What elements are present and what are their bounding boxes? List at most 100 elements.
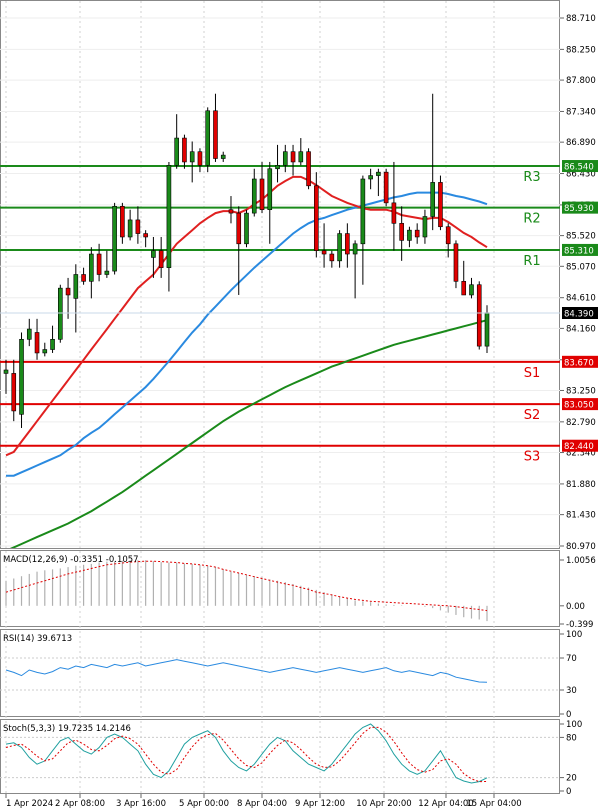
candle — [65, 277, 71, 319]
candle — [275, 144, 280, 183]
candle-body — [399, 223, 404, 241]
rsi-tick-label: 70 — [566, 654, 577, 664]
candle — [314, 172, 319, 258]
candle-body — [314, 185, 319, 251]
price-tick-label: 86.890 — [566, 138, 596, 148]
candle-body — [484, 312, 490, 347]
rsi-tick-label: 100 — [566, 630, 582, 640]
level-name-s3: S3 — [524, 450, 541, 465]
price-tick-label: 81.430 — [566, 511, 596, 521]
candle — [143, 230, 148, 248]
time-axis: 1 Apr 2024 2 Apr 08:00 3 Apr 16:00 5 Apr 00… — [5, 794, 522, 809]
candle — [476, 281, 482, 350]
level-price-label: 83.050 — [564, 401, 594, 411]
candle-body — [104, 270, 110, 275]
rsi-title: RSI(14) 39.6713 — [3, 634, 72, 644]
level-name-s2: S2 — [524, 408, 541, 423]
macd-indicator — [5, 560, 488, 622]
rsi-tick-label: 30 — [566, 686, 577, 696]
level-price-tag — [562, 439, 598, 452]
price-tick-label: 83.250 — [566, 386, 596, 396]
candle-body — [73, 274, 79, 299]
candle-body — [422, 216, 428, 238]
candle — [158, 236, 164, 278]
candle — [329, 250, 335, 268]
candle — [73, 264, 79, 333]
candle-body — [368, 175, 373, 180]
candle — [26, 318, 32, 347]
candle — [205, 107, 211, 173]
candle-body — [65, 287, 71, 296]
candle-body — [143, 233, 148, 238]
candle-body — [376, 171, 381, 176]
candle — [360, 175, 366, 285]
candle — [34, 318, 40, 360]
candle — [352, 240, 358, 299]
candle — [368, 168, 373, 190]
candle-body — [174, 137, 179, 166]
candle — [282, 144, 288, 173]
candle-body — [345, 233, 350, 255]
price-tick-label: 84.160 — [566, 324, 596, 334]
candle-body — [205, 110, 211, 166]
candle — [42, 342, 48, 357]
candle — [422, 209, 428, 244]
candle-body — [259, 178, 265, 210]
candle — [58, 284, 63, 343]
candle-body — [11, 373, 17, 412]
macd-axis: 1.0056 0.00 -0.399 — [560, 556, 596, 630]
stochastic-title: Stoch(5,3,3) 19.7235 14.2146 — [3, 724, 131, 734]
level-price-label: 83.670 — [564, 358, 594, 368]
time-tick-label: 10 Apr 20:00 — [356, 799, 411, 809]
candle — [391, 161, 397, 251]
price-tick-label: 80.970 — [566, 542, 596, 552]
candle-body — [414, 229, 420, 238]
candle-body — [26, 328, 32, 340]
candle-body — [476, 284, 482, 347]
pivot-level-labels: R3 86.540 R2 85.930 R1 85.310 S1 83.670 S2 83.050… — [523, 160, 598, 465]
candle — [345, 223, 350, 268]
candle-body — [251, 178, 257, 214]
current-price-label: 84.390 — [564, 310, 594, 320]
candle — [213, 93, 218, 162]
stochastic-axis: 100 80 20 0 — [560, 720, 582, 797]
candle-body — [290, 151, 296, 163]
candle-body — [282, 151, 288, 166]
price-tick-label: 82.790 — [566, 418, 596, 428]
ma-slow-line — [9, 319, 488, 548]
vertical-grid — [5, 1, 495, 794]
time-tick-label: 12 Apr 04:00 — [418, 799, 473, 809]
macd-tick-label: 1.0056 — [566, 556, 596, 566]
time-tick-label: 15 Apr 04:00 — [466, 799, 521, 809]
candle-body — [96, 253, 102, 275]
candle — [81, 267, 86, 285]
candle — [438, 175, 443, 231]
candle-body — [306, 151, 311, 187]
candle — [399, 206, 404, 261]
candle-body — [329, 253, 335, 262]
candle-body — [461, 281, 467, 296]
candle — [182, 134, 187, 169]
macd-tick-label: 0.00 — [566, 602, 585, 612]
level-name-r1: R1 — [523, 254, 540, 269]
level-price-tag — [562, 243, 598, 256]
stochastic-indicator — [0, 723, 560, 784]
candle — [259, 161, 265, 214]
level-name-r3: R3 — [523, 170, 540, 185]
candle-body — [438, 182, 443, 228]
candle-body — [352, 243, 358, 255]
stochastic-tick-label: 80 — [566, 733, 577, 743]
candle — [174, 114, 179, 169]
candle-body — [445, 226, 451, 245]
candle — [11, 359, 17, 422]
candle — [244, 209, 249, 248]
price-tick-label: 81.880 — [566, 480, 596, 490]
candle-body — [58, 287, 63, 340]
macd-signal-line — [5, 560, 488, 612]
candle-body — [220, 154, 226, 159]
candle-body — [213, 110, 218, 159]
candle-body — [151, 250, 156, 258]
candle-body — [430, 182, 435, 217]
candle — [298, 138, 304, 166]
stochastic-k-line — [5, 723, 488, 784]
